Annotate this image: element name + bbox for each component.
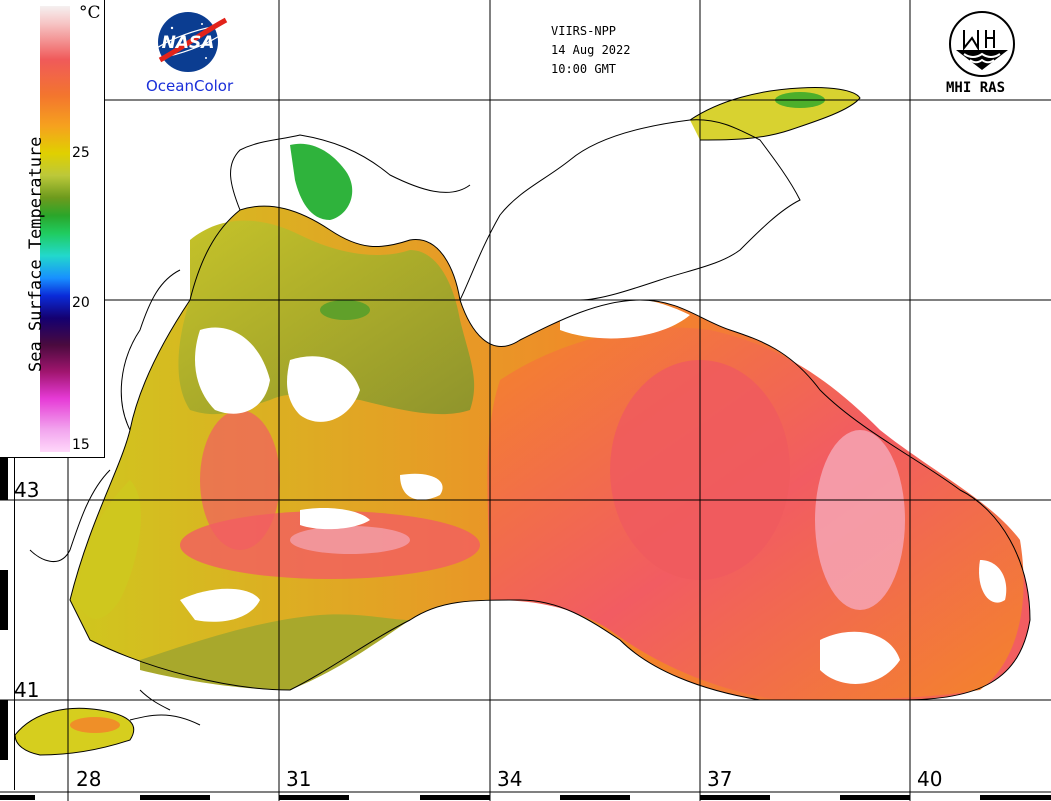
lat-label-41: 41: [14, 678, 40, 702]
coastline-west-detail: [29, 269, 181, 562]
coastline-north: [230, 134, 471, 211]
mhi-ras-logo: [949, 11, 1015, 77]
cloud-gap-7: [400, 473, 443, 500]
acquisition-date: 14 Aug 2022: [551, 43, 631, 57]
legend-tick-25: 25: [72, 145, 90, 161]
west-yellow-band: [75, 480, 141, 619]
cloud-gap-3: [180, 588, 260, 622]
nasa-logo: NASA: [149, 12, 228, 72]
legend-tick-15: 15: [72, 437, 90, 453]
legend-unit: °C: [79, 3, 101, 23]
cloud-gap-6: [560, 295, 690, 339]
cloud-gap-2: [287, 356, 360, 422]
warm-core-west: [200, 410, 280, 550]
marmara-orange: [70, 717, 120, 733]
acquisition-time: 10:00 GMT: [551, 62, 617, 76]
oceancolor-caption: OceanColor: [146, 77, 234, 95]
satellite-name: VIIRS-NPP: [551, 24, 617, 38]
green-patch-north: [290, 143, 353, 220]
light-pink-east: [815, 430, 905, 610]
color-legend: °C 25 20 15 Sea Surface Temperature: [0, 0, 105, 458]
svg-text:NASA: NASA: [162, 33, 215, 53]
coastline-marmara: [14, 689, 201, 756]
image-info: VIIRS-NPP 14 Aug 2022 10:00 GMT: [551, 22, 630, 79]
legend-tick-20: 20: [72, 295, 90, 311]
cloud-gap-4: [300, 508, 370, 530]
cloud-gap-5: [820, 631, 900, 684]
lon-label-40: 40: [917, 767, 943, 791]
cloud-gap-8: [979, 560, 1007, 603]
bottom-ruler: [0, 790, 1051, 801]
marmara-sea: [15, 708, 134, 755]
coastline-azov: [689, 87, 861, 141]
cloud-gap-1: [195, 327, 270, 414]
south-olive-band: [140, 614, 410, 690]
light-pink-center: [290, 526, 410, 554]
mhi-ras-caption: MHI RAS: [946, 80, 1006, 96]
lon-label-28: 28: [76, 767, 102, 791]
lon-label-34: 34: [497, 767, 523, 791]
coastline-crimea: [459, 119, 801, 301]
lat-label-43: 43: [14, 478, 40, 502]
lon-label-37: 37: [707, 767, 733, 791]
coastline-black-sea: [69, 205, 1031, 701]
green-patch-shelf: [320, 300, 370, 320]
legend-title: Sea Surface Temperature: [26, 136, 46, 372]
lon-label-31: 31: [286, 767, 312, 791]
color-bar: [40, 6, 70, 452]
